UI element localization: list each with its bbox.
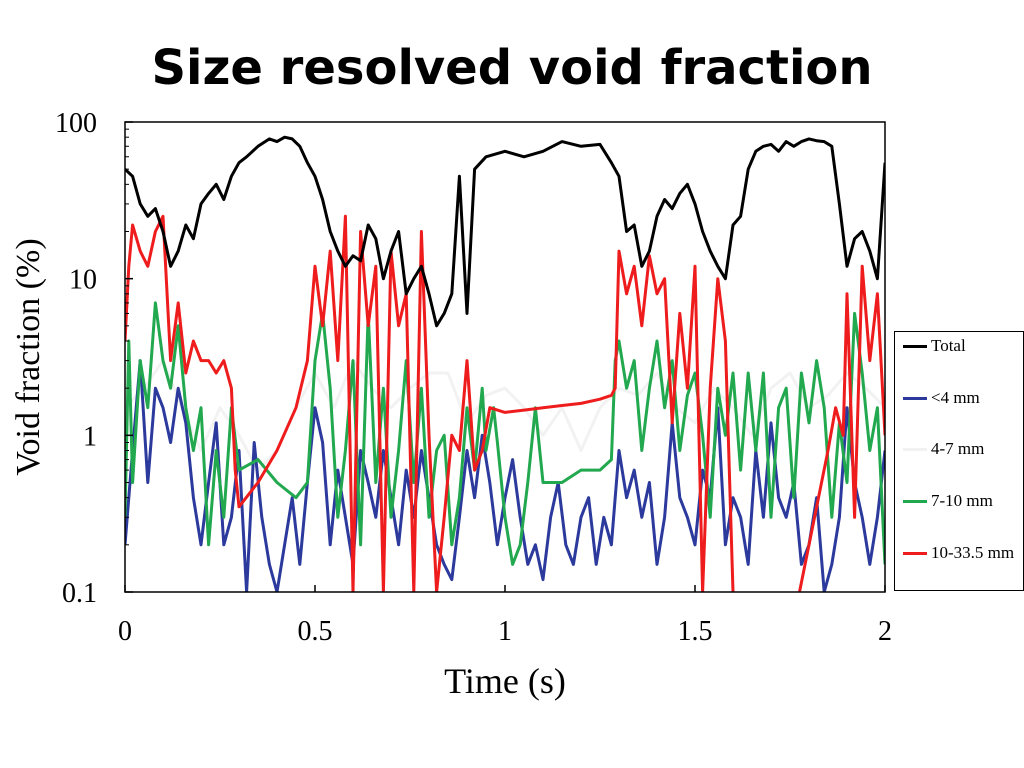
legend: Total <4 mm 4-7 mm 7-10 mm 10-33.5 mm — [894, 331, 1024, 591]
y-tick-label-2: 10 — [69, 265, 97, 296]
x-axis-label: Time (s) — [444, 661, 566, 701]
y-axis-label: Void fraction (%) — [10, 238, 47, 475]
y-tick-label-1: 1 — [83, 421, 97, 452]
legend-label-4-7mm: 4-7 mm — [931, 439, 985, 458]
x-tick-label-2: 1 — [498, 616, 512, 647]
legend-swatch-7-10mm — [903, 500, 927, 503]
x-tick-label-1: 0.5 — [298, 616, 333, 647]
series-line-10-33.5-mm-4 — [125, 214, 885, 592]
x-tick-label-3: 1.5 — [678, 616, 713, 647]
legend-label-total: Total — [931, 336, 966, 355]
legend-label-lt4mm: <4 mm — [931, 388, 980, 407]
legend-swatch-lt4mm — [903, 397, 927, 400]
y-ticks: 0.1 1 10 100 — [55, 108, 133, 609]
y-minor-ticks — [125, 128, 129, 546]
series-line-4-mm-1 — [125, 359, 885, 592]
legend-swatch-4-7mm — [903, 448, 927, 451]
x-tick-label-4: 2 — [878, 616, 892, 647]
legend-swatch-total — [903, 345, 927, 348]
legend-label-10-33.5mm: 10-33.5 mm — [931, 543, 1015, 562]
slide-title: Size resolved void fraction — [151, 40, 873, 96]
series-line-total-0 — [125, 135, 885, 328]
legend-label-7-10mm: 7-10 mm — [931, 491, 993, 510]
series-layer — [125, 135, 885, 592]
legend-swatch-10-33.5mm — [903, 552, 927, 555]
y-tick-label-0: 0.1 — [62, 578, 97, 609]
x-ticks: 0 0.5 1 1.5 2 — [118, 585, 892, 647]
y-tick-label-3: 100 — [55, 108, 97, 139]
x-tick-label-0: 0 — [118, 616, 132, 647]
